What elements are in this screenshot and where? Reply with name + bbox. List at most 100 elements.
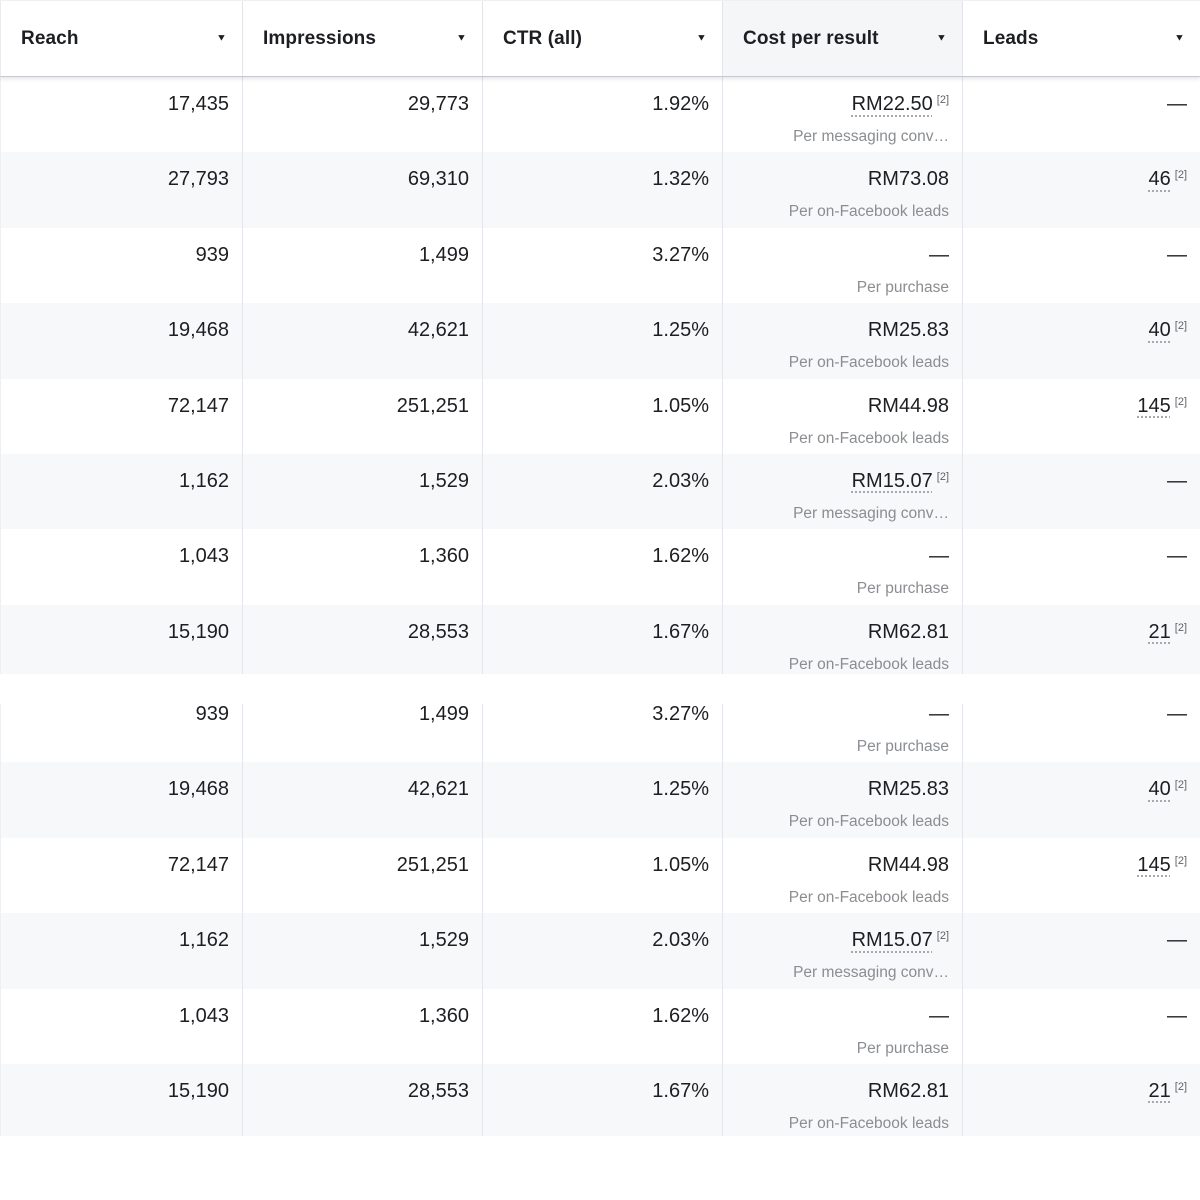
reach-cell: 1,162 [1,453,243,530]
table-row[interactable]: 19,468 42,621 1.25% RM25.83 Per on-Faceb… [0,762,1200,838]
leads-value[interactable]: 40 [1148,778,1171,801]
column-header-cost-per-result[interactable]: Cost per result ▼ [723,1,963,76]
sort-arrow-icon[interactable]: ▼ [696,32,707,44]
table-section-bottom: 939 1,499 3.27% — Per purchase — 19,468 … [0,704,1200,1136]
table-row[interactable]: 1,043 1,360 1.62% — Per purchase — [0,529,1200,605]
sort-arrow-icon[interactable]: ▼ [1174,32,1185,44]
footnote-ref[interactable]: [2] [1174,1080,1187,1093]
leads-value[interactable]: — [1167,243,1187,266]
cost-per-result-cell: — Per purchase [723,529,963,605]
table-row[interactable]: 72,147 251,251 1.05% RM44.98 Per on-Face… [0,378,1200,454]
cost-per-result-value[interactable]: RM44.98 [867,853,949,876]
reach-cell: 72,147 [1,378,243,454]
leads-value[interactable]: — [1167,1004,1187,1027]
leads-value[interactable]: — [1167,704,1187,725]
leads-cell: — [963,454,1200,529]
footnote-ref[interactable]: [2] [936,94,949,106]
reach-value: 939 [195,243,229,266]
table-row[interactable]: 1,043 1,360 1.62% — Per purchase — [0,988,1200,1064]
impressions-value: 1,529 [418,469,469,492]
reach-value: 1,162 [178,469,229,492]
cost-per-result-value[interactable]: — [929,243,949,266]
result-type-label: Per on-Facebook leads [788,655,949,673]
ctr-cell: 1.25% [483,762,723,838]
cost-per-result-value[interactable]: — [929,1004,949,1027]
cost-per-result-value[interactable]: RM25.83 [867,778,949,801]
cost-per-result-value[interactable]: — [929,704,949,725]
footnote-ref[interactable]: [2] [1174,320,1187,333]
column-header-leads[interactable]: Leads ▼ [963,1,1200,76]
reach-value: 19,468 [167,319,229,342]
leads-value[interactable]: — [1167,93,1187,115]
leads-value[interactable]: 145 [1137,853,1171,876]
leads-cell: — [963,989,1200,1064]
column-header-label: Leads [983,27,1039,49]
cost-per-result-cell: — Per purchase [723,227,963,304]
impressions-value: 251,251 [396,394,469,417]
impressions-value: 1,360 [418,545,469,568]
footnote-ref[interactable]: [2] [936,470,949,483]
reach-cell: 19,468 [1,762,243,838]
cost-per-result-value[interactable]: — [929,545,949,568]
table-row[interactable]: 1,162 1,529 2.03% RM15.07 [2] Per messagi… [0,913,1200,989]
footnote-ref[interactable]: [2] [1174,395,1187,408]
cost-per-result-value[interactable]: RM62.81 [867,620,949,643]
table-row[interactable]: 939 1,499 3.27% — Per purchase — [0,227,1200,304]
sort-arrow-icon[interactable]: ▼ [456,32,467,44]
leads-value[interactable]: — [1167,929,1187,952]
footnote-ref[interactable]: [2] [1174,779,1187,792]
reach-value: 15,190 [167,1079,229,1102]
result-type-label: Per on-Facebook leads [788,354,949,372]
footnote-ref[interactable]: [2] [1174,169,1187,182]
table-row[interactable]: 15,190 28,553 1.67% RM62.81 Per on-Faceb… [0,1063,1200,1136]
table-row[interactable]: 17,435 29,773 1.92% RM22.50 [2] Per messa… [0,77,1200,153]
ctr-cell: 1.05% [483,837,723,914]
reach-value: 17,435 [167,93,229,115]
leads-value[interactable]: 145 [1137,394,1171,417]
impressions-value: 1,529 [418,929,469,952]
leads-cell: 145 [2] [963,838,1200,913]
cost-per-result-value[interactable]: RM62.81 [867,1079,949,1102]
cost-per-result-cell: — Per purchase [723,704,963,763]
leads-value[interactable]: — [1167,545,1187,568]
column-header-impressions[interactable]: Impressions ▼ [243,1,483,76]
result-type-label: Per on-Facebook leads [788,203,949,221]
footnote-ref[interactable]: [2] [936,930,949,943]
result-type-label: Per purchase [856,278,949,296]
cost-per-result-value[interactable]: RM25.83 [867,319,949,342]
cost-per-result-value[interactable]: RM15.07 [851,469,933,492]
cost-per-result-value[interactable]: RM22.50 [851,93,933,115]
footnote-ref[interactable]: [2] [1174,621,1187,634]
table-row[interactable]: 19,468 42,621 1.25% RM25.83 Per on-Faceb… [0,303,1200,379]
impressions-value: 28,553 [407,620,469,643]
table-row[interactable]: 15,190 28,553 1.67% RM62.81 Per on-Faceb… [0,604,1200,674]
leads-value[interactable]: 46 [1148,168,1171,191]
impressions-cell: 28,553 [243,1063,483,1136]
ctr-cell: 3.27% [483,704,723,763]
table-row[interactable]: 27,793 69,310 1.32% RM73.08 Per on-Faceb… [0,152,1200,228]
cost-per-result-value[interactable]: RM15.07 [851,929,933,952]
leads-value[interactable]: 40 [1148,319,1171,342]
leads-value[interactable]: 21 [1148,1079,1171,1102]
result-type-label: Per on-Facebook leads [788,1114,949,1132]
sort-arrow-icon[interactable]: ▼ [936,32,947,44]
leads-value[interactable]: 21 [1148,620,1171,643]
table-row[interactable]: 1,162 1,529 2.03% RM15.07 [2] Per messagi… [0,453,1200,530]
reach-cell: 939 [1,227,243,304]
cost-per-result-value[interactable]: RM44.98 [867,394,949,417]
column-header-ctr[interactable]: CTR (all) ▼ [483,1,723,76]
ctr-value: 1.67% [652,1079,709,1102]
leads-cell: 21 [2] [963,605,1200,674]
leads-value[interactable]: — [1167,469,1187,492]
ctr-value: 1.67% [652,620,709,643]
impressions-cell: 28,553 [243,604,483,674]
column-header-label: Impressions [263,27,377,49]
cost-per-result-cell: RM44.98 Per on-Facebook leads [723,837,963,914]
table-row[interactable]: 939 1,499 3.27% — Per purchase — [0,704,1200,763]
column-header-reach[interactable]: Reach ▼ [1,1,243,76]
cost-per-result-value[interactable]: RM73.08 [867,168,949,191]
sort-arrow-icon[interactable]: ▼ [216,32,227,44]
footnote-ref[interactable]: [2] [1174,854,1187,867]
table-row[interactable]: 72,147 251,251 1.05% RM44.98 Per on-Face… [0,837,1200,914]
section-gap [0,674,1200,704]
